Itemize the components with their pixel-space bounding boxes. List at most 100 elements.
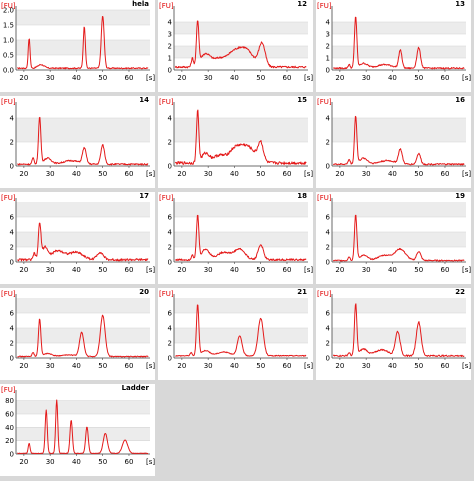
panel-title: 21 bbox=[297, 288, 307, 296]
panel-title: 22 bbox=[455, 288, 465, 296]
panel-title: hela bbox=[132, 0, 149, 8]
chart-panel-9: 0 2 4 6 20 30 40 50 60 [FU] [s] 20 bbox=[0, 288, 155, 380]
chart-panel-4: 0 2 4 20 30 40 50 60 [FU] [s] 15 bbox=[158, 96, 313, 188]
x-tick-label: 60 bbox=[283, 266, 292, 274]
panel-title: 13 bbox=[455, 0, 465, 8]
x-tick-label: 50 bbox=[256, 362, 265, 370]
chart-panel-5: 0 2 4 20 30 40 50 60 [FU] [s] 16 bbox=[316, 96, 471, 188]
y-tick-label: 80 bbox=[5, 397, 14, 405]
x-tick-label: 50 bbox=[414, 74, 423, 82]
trace-line bbox=[174, 109, 307, 165]
grid-band bbox=[174, 232, 308, 247]
chart-panel-7: 0 2 4 6 20 30 40 50 60 [FU] [s] 18 bbox=[158, 192, 313, 284]
x-tick-label: 20 bbox=[177, 170, 186, 178]
electropherogram-svg: 0 2 4 20 30 40 50 60 [FU] [s] bbox=[159, 98, 313, 178]
grid-band bbox=[16, 202, 150, 217]
y-tick-label: 0 bbox=[326, 259, 330, 267]
grid-band bbox=[16, 232, 150, 247]
s-unit-label: [s] bbox=[304, 362, 313, 370]
x-tick-label: 40 bbox=[230, 74, 239, 82]
chart-panel-10: 0 2 4 6 20 30 40 50 60 [FU] [s] 21 bbox=[158, 288, 313, 380]
x-tick-label: 30 bbox=[204, 362, 213, 370]
s-unit-label: [s] bbox=[462, 170, 471, 178]
y-tick-label: 4 bbox=[10, 115, 15, 123]
x-tick-label: 60 bbox=[125, 458, 134, 466]
y-tick-label: 2 bbox=[326, 43, 330, 51]
grid-band bbox=[332, 232, 466, 247]
electropherogram-svg: 0 2 4 6 20 30 40 50 60 [FU] [s] bbox=[1, 290, 155, 370]
grid-band bbox=[332, 22, 466, 34]
chart-panel-3: 0 2 4 20 30 40 50 60 [FU] [s] 14 bbox=[0, 96, 155, 188]
trace-line bbox=[332, 303, 465, 357]
x-tick-label: 40 bbox=[72, 362, 81, 370]
grid-band bbox=[16, 400, 150, 414]
s-unit-label: [s] bbox=[146, 458, 155, 466]
grid-band bbox=[16, 298, 150, 313]
x-tick-label: 60 bbox=[441, 362, 450, 370]
x-tick-label: 40 bbox=[72, 74, 81, 82]
x-tick-label: 30 bbox=[46, 74, 55, 82]
y-tick-label: 4 bbox=[326, 229, 331, 237]
y-tick-label: 2 bbox=[10, 244, 14, 252]
fu-unit-label: [FU] bbox=[317, 98, 332, 106]
x-tick-label: 60 bbox=[283, 362, 292, 370]
y-tick-label: 6 bbox=[326, 310, 331, 318]
trace-line bbox=[174, 20, 307, 69]
electropherogram-svg: 0 2 4 6 20 30 40 50 60 [FU] [s] bbox=[317, 194, 471, 274]
fu-unit-label: [FU] bbox=[159, 194, 174, 202]
grid-band bbox=[16, 10, 150, 25]
fu-unit-label: [FU] bbox=[317, 2, 332, 10]
trace-line bbox=[17, 314, 149, 358]
s-unit-label: [s] bbox=[146, 74, 155, 82]
y-tick-label: 4 bbox=[168, 19, 173, 27]
chart-panel-0: 0.0 0.5 1.0 1.5 2.0 20 30 40 50 60 [FU] [s] hela bbox=[0, 0, 155, 92]
y-tick-label: 6 bbox=[10, 214, 15, 222]
y-tick-label: 0 bbox=[168, 163, 172, 171]
y-tick-label: 4 bbox=[10, 325, 15, 333]
y-tick-label: 1.5 bbox=[3, 22, 14, 30]
x-tick-label: 20 bbox=[335, 362, 344, 370]
y-tick-label: 6 bbox=[168, 310, 173, 318]
grid-band bbox=[16, 427, 150, 441]
electropherogram-svg: 0.0 0.5 1.0 1.5 2.0 20 30 40 50 60 [FU] [s] bbox=[1, 2, 155, 82]
x-tick-label: 30 bbox=[46, 362, 55, 370]
x-tick-label: 60 bbox=[441, 266, 450, 274]
x-tick-label: 50 bbox=[98, 170, 107, 178]
s-unit-label: [s] bbox=[304, 170, 313, 178]
y-tick-label: 2 bbox=[326, 244, 330, 252]
x-tick-label: 60 bbox=[283, 170, 292, 178]
y-tick-label: 2 bbox=[168, 43, 172, 51]
x-tick-label: 50 bbox=[98, 74, 107, 82]
fu-unit-label: [FU] bbox=[159, 2, 174, 10]
x-tick-label: 50 bbox=[414, 362, 423, 370]
y-tick-label: 0 bbox=[326, 163, 330, 171]
x-tick-label: 60 bbox=[441, 170, 450, 178]
x-tick-label: 40 bbox=[388, 362, 397, 370]
panel-title: 20 bbox=[139, 288, 149, 296]
panel-title: 16 bbox=[455, 96, 465, 104]
y-tick-label: 3 bbox=[326, 31, 330, 39]
y-tick-label: 2 bbox=[168, 139, 172, 147]
y-tick-label: 2 bbox=[10, 139, 14, 147]
y-tick-label: 6 bbox=[168, 214, 173, 222]
y-tick-label: 1 bbox=[168, 55, 172, 63]
x-tick-label: 50 bbox=[414, 170, 423, 178]
y-tick-label: 0 bbox=[10, 355, 14, 363]
s-unit-label: [s] bbox=[462, 362, 471, 370]
s-unit-label: [s] bbox=[146, 170, 155, 178]
x-tick-label: 60 bbox=[125, 74, 134, 82]
electropherogram-svg: 0 2 4 6 20 30 40 50 60 [FU] [s] bbox=[1, 194, 155, 274]
x-tick-label: 40 bbox=[388, 74, 397, 82]
trace-line bbox=[175, 304, 307, 357]
x-tick-label: 20 bbox=[19, 170, 28, 178]
x-tick-label: 30 bbox=[204, 266, 213, 274]
y-tick-label: 4 bbox=[168, 325, 173, 333]
y-tick-label: 4 bbox=[168, 229, 173, 237]
x-tick-label: 50 bbox=[256, 74, 265, 82]
s-unit-label: [s] bbox=[462, 266, 471, 274]
grid-band bbox=[16, 118, 150, 142]
x-tick-label: 30 bbox=[204, 74, 213, 82]
y-tick-label: 4 bbox=[326, 19, 331, 27]
